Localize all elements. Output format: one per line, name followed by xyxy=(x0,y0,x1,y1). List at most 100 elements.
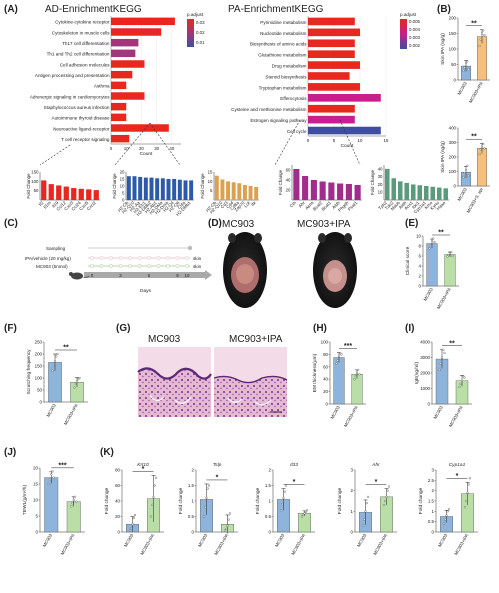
data-point xyxy=(70,505,73,508)
connector-line xyxy=(274,119,301,166)
bar-y-tick: 0.5 xyxy=(428,519,435,524)
fc-bar xyxy=(63,186,69,200)
bar-y-tick: 100 xyxy=(449,169,457,174)
fc-bar xyxy=(149,177,154,200)
bar-y-label: Clinical score xyxy=(405,246,411,275)
bar xyxy=(298,513,312,533)
data-point xyxy=(479,148,482,151)
data-point xyxy=(386,489,389,492)
data-point xyxy=(206,487,209,490)
kegg-term-label: Cytoskeleton in muscle cells xyxy=(52,30,110,35)
data-point xyxy=(204,506,207,509)
kegg-x-tick: 10 xyxy=(358,138,363,143)
bar-category-label: MC903+S. epi xyxy=(466,187,484,214)
mouse-photos: MC903 MC903+IPA xyxy=(218,219,388,310)
mc903-dose-dot xyxy=(147,264,151,268)
bar-y-tick: 200 xyxy=(35,352,43,357)
fc-bar xyxy=(328,182,335,200)
bar-y-tick: 200 xyxy=(449,16,457,21)
bar-y-tick: 100 xyxy=(449,47,457,52)
kegg-term-label: Cytokine-cytokine receptor xyxy=(55,20,110,25)
timeline-day-tick: 0 xyxy=(91,273,94,278)
data-point xyxy=(447,508,451,511)
bar-y-tick: 0 xyxy=(351,530,354,535)
data-point xyxy=(133,513,137,517)
bar-category-label: MC903+IPA xyxy=(453,533,469,556)
kegg-x-tick: 20 xyxy=(139,146,144,151)
bar-y-tick: 2 xyxy=(269,468,272,473)
fc-y-tick: 20 xyxy=(378,182,383,187)
fc-y-label: Fold Change xyxy=(26,173,31,199)
pa-padjust-title: p.adjust xyxy=(400,12,417,17)
kegg-count-label: Count xyxy=(341,143,354,149)
data-point xyxy=(438,368,441,371)
fc-category-label: Itk xyxy=(250,200,257,207)
panel-label-e: (E) xyxy=(405,218,418,229)
bar-y-tick: 2.5 xyxy=(428,478,435,483)
fc-category-label: Ido1 xyxy=(411,200,421,210)
ipa-dose-dot xyxy=(128,256,132,260)
data-point xyxy=(283,490,286,493)
mc903-dose-dot xyxy=(90,264,94,268)
data-point xyxy=(340,353,343,356)
bar-category-label: MC903+IPA xyxy=(60,533,76,556)
fc-bar xyxy=(302,176,309,200)
data-point xyxy=(223,529,227,532)
fc-y-tick: 20 xyxy=(120,170,125,175)
bar-y-tick: 10 xyxy=(33,498,38,503)
bar-y-tick: 200 xyxy=(449,155,457,160)
ipa-dose-dot xyxy=(175,256,180,260)
fc-bar xyxy=(189,180,194,200)
bar-y-label: Skin IPA (ng/g) xyxy=(440,141,446,173)
bar-y-tick: 100 xyxy=(35,376,43,381)
bar-chart-title: Cyp1a1 xyxy=(449,462,466,468)
fc-bar xyxy=(160,178,165,200)
panel-label-b: (B) xyxy=(437,4,451,15)
bar-y-tick: 2 xyxy=(351,488,354,493)
significance-stars: ** xyxy=(438,230,444,237)
fc-category-label: Cd3 xyxy=(220,200,230,210)
fc-category-label: Aldh xyxy=(398,200,408,210)
mc903-dose-dot xyxy=(185,264,189,268)
histology-title-mc903: MC903 xyxy=(148,334,181,345)
data-point xyxy=(446,255,449,258)
data-point xyxy=(73,495,77,498)
bar-y-tick: 300 xyxy=(449,140,457,145)
kegg-bar xyxy=(308,94,381,102)
data-point xyxy=(365,501,368,505)
bar-category-label: MC903+IPA xyxy=(372,533,388,556)
data-point xyxy=(479,38,482,41)
data-point xyxy=(51,470,54,473)
bar-category-label: MC903 xyxy=(42,533,54,548)
bar-y-tick: 150 xyxy=(449,31,457,36)
bar-y-tick: 20 xyxy=(115,514,120,519)
kegg-bar xyxy=(111,60,145,68)
kegg-bar xyxy=(308,28,360,37)
fc-bar xyxy=(443,188,449,200)
ad-padjust-colorbar xyxy=(187,19,194,47)
fc-y-tick: 5 xyxy=(122,191,125,196)
fc-bar xyxy=(41,180,47,200)
photo-title-mc903: MC903 xyxy=(222,219,255,230)
data-point xyxy=(447,253,450,257)
data-point xyxy=(47,482,50,486)
fc-category-label: Kynu xyxy=(429,200,440,211)
bar-y-tick: 80 xyxy=(115,468,120,473)
kegg-bar xyxy=(308,104,355,113)
data-point xyxy=(443,351,446,354)
fc-bar xyxy=(155,178,160,200)
fc-bar xyxy=(404,182,410,200)
fold-change-charts: 50100150Il2Il1rnIl19Ccl12Cxcl3Ccl24Cxcl5… xyxy=(26,165,449,217)
bar-category-label: MC903 xyxy=(456,81,468,96)
bar-y-tick: 4000 xyxy=(420,340,430,345)
data-point xyxy=(149,515,153,518)
bar-y-label: Fold change xyxy=(337,487,343,514)
kegg-term-label: Autoimmune thyroid disease xyxy=(52,116,110,121)
kegg-bar xyxy=(111,81,127,90)
bar-y-tick: 1 xyxy=(269,499,272,504)
data-point xyxy=(432,237,435,240)
fc-category-label: Bcat1 xyxy=(321,200,333,212)
fc-bar xyxy=(430,186,436,200)
bar-y-tick: 1000 xyxy=(420,386,430,391)
fc-y-tick: 15 xyxy=(120,177,125,182)
